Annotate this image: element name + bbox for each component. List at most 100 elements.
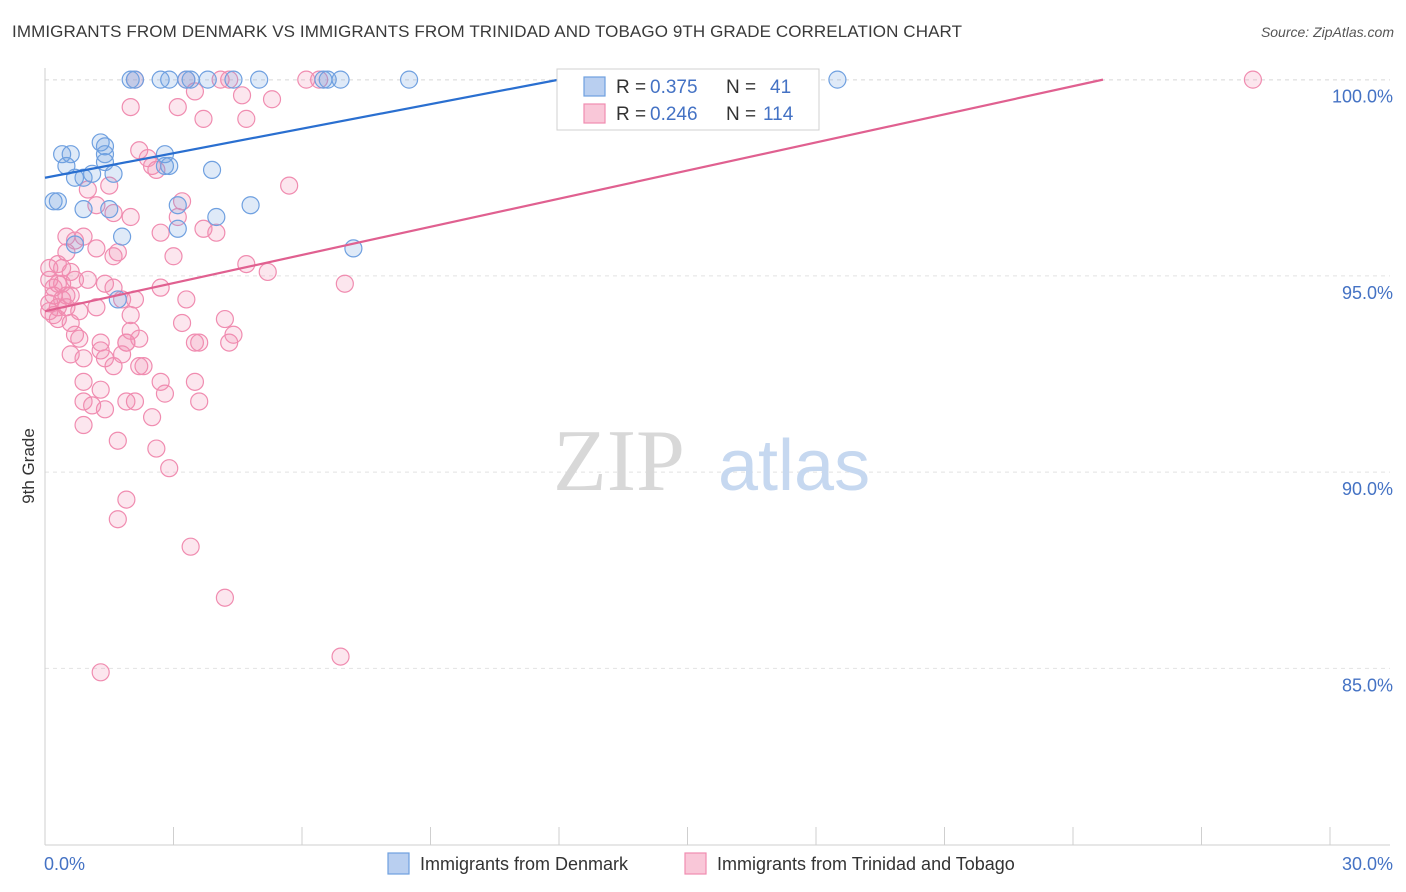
point-trinidad (215, 588, 234, 607)
point-trinidad (108, 510, 127, 529)
legend-n-label-trinidad: N = (726, 104, 756, 125)
point-denmark (198, 70, 217, 89)
point-trinidad (74, 415, 93, 435)
point-trinidad (215, 309, 234, 329)
point-trinidad (70, 329, 89, 348)
point-denmark (100, 200, 119, 219)
legend-n-value-trinidad: 114 (763, 104, 794, 125)
x-tick-label: 0.0% (44, 854, 85, 874)
source-label: Source: ZipAtlas.com (1260, 24, 1394, 40)
legend-n-value-denmark: 41 (770, 77, 791, 98)
point-trinidad (74, 392, 93, 411)
x-tick-label: 30.0% (1342, 854, 1393, 874)
point-denmark (399, 70, 419, 89)
x-tick-labels: 0.0% 30.0% (44, 854, 1393, 874)
point-trinidad (74, 372, 93, 391)
point-denmark (207, 207, 226, 227)
point-trinidad (125, 392, 145, 411)
stats-legend: R = 0.375 N = 41 R = 0.246 N = 114 (556, 68, 820, 131)
legend-n-label-denmark: N = (726, 77, 756, 98)
point-denmark (151, 70, 170, 89)
trend-line-trinidad (44, 78, 1104, 313)
gridlines (45, 79, 1390, 669)
point-denmark (74, 200, 93, 219)
point-trinidad (87, 298, 106, 317)
point-trinidad (95, 274, 115, 293)
point-trinidad (220, 70, 239, 89)
y-tick-label: 100.0% (1332, 87, 1393, 107)
point-denmark (331, 70, 350, 89)
legend-r-value-trinidad: 0.246 (650, 104, 698, 125)
point-trinidad (100, 176, 119, 195)
point-denmark (48, 192, 67, 211)
point-trinidad (61, 286, 80, 305)
point-denmark (61, 145, 80, 164)
legend-r-value-denmark: 0.375 (650, 77, 698, 98)
chart-title: IMMIGRANTS FROM DENMARK VS IMMIGRANTS FR… (12, 22, 963, 41)
legend-label-trinidad: Immigrants from Trinidad and Tobago (717, 854, 1015, 874)
point-trinidad (117, 333, 136, 352)
trend-lines (44, 78, 1104, 313)
point-trinidad (168, 97, 187, 117)
y-axis-label: 9th Grade (19, 428, 38, 504)
point-trinidad (1243, 70, 1263, 89)
legend-swatch-denmark (583, 76, 606, 97)
point-denmark (121, 70, 140, 89)
point-trinidad (61, 313, 80, 333)
point-trinidad (232, 86, 252, 105)
point-denmark (160, 156, 179, 176)
point-trinidad (151, 223, 170, 242)
point-trinidad (194, 109, 213, 128)
point-trinidad (190, 392, 209, 411)
axes (44, 68, 1390, 846)
point-trinidad (164, 247, 183, 266)
point-trinidad (130, 357, 149, 376)
point-trinidad (108, 243, 127, 262)
point-denmark (241, 196, 260, 215)
y-tick-label: 90.0% (1342, 479, 1393, 499)
point-trinidad (108, 431, 127, 450)
point-trinidad (177, 290, 196, 309)
series-legend: Immigrants from Denmark Immigrants from … (387, 852, 1015, 875)
point-denmark (828, 70, 847, 89)
point-trinidad (190, 333, 209, 352)
point-denmark (74, 168, 93, 187)
point-denmark (125, 70, 145, 89)
point-denmark (181, 70, 200, 89)
point-denmark (95, 137, 115, 156)
data-points (40, 70, 1263, 682)
point-denmark (168, 196, 187, 215)
point-trinidad (134, 357, 153, 376)
point-trinidad (104, 357, 123, 376)
point-trinidad (185, 333, 205, 352)
bottom-swatch-denmark (387, 852, 410, 875)
point-trinidad (280, 176, 299, 195)
legend-swatch-trinidad (583, 103, 606, 124)
point-denmark (318, 70, 337, 89)
point-trinidad (142, 408, 162, 427)
point-trinidad (121, 97, 140, 117)
point-trinidad (151, 372, 170, 391)
point-denmark (250, 70, 269, 89)
point-trinidad (262, 90, 282, 109)
point-trinidad (258, 262, 277, 282)
point-trinidad (91, 663, 110, 682)
point-trinidad (78, 270, 97, 289)
y-tick-label: 95.0% (1342, 283, 1393, 303)
point-trinidad (95, 400, 115, 419)
point-trinidad (160, 459, 179, 478)
point-denmark (202, 160, 222, 179)
point-trinidad (155, 384, 175, 403)
point-trinidad (237, 255, 256, 274)
point-trinidad (207, 223, 226, 242)
point-trinidad (237, 109, 256, 128)
legend-label-denmark: Immigrants from Denmark (420, 854, 629, 874)
point-trinidad (331, 647, 350, 666)
legend-r-label-trinidad: R = (616, 104, 646, 125)
point-denmark (177, 70, 196, 89)
y-tick-label: 85.0% (1342, 675, 1393, 695)
point-trinidad (185, 372, 205, 391)
y-tick-labels: 100.0% 95.0% 90.0% 85.0% (1332, 87, 1393, 696)
point-denmark (224, 70, 243, 89)
trend-line-denmark (44, 78, 560, 179)
